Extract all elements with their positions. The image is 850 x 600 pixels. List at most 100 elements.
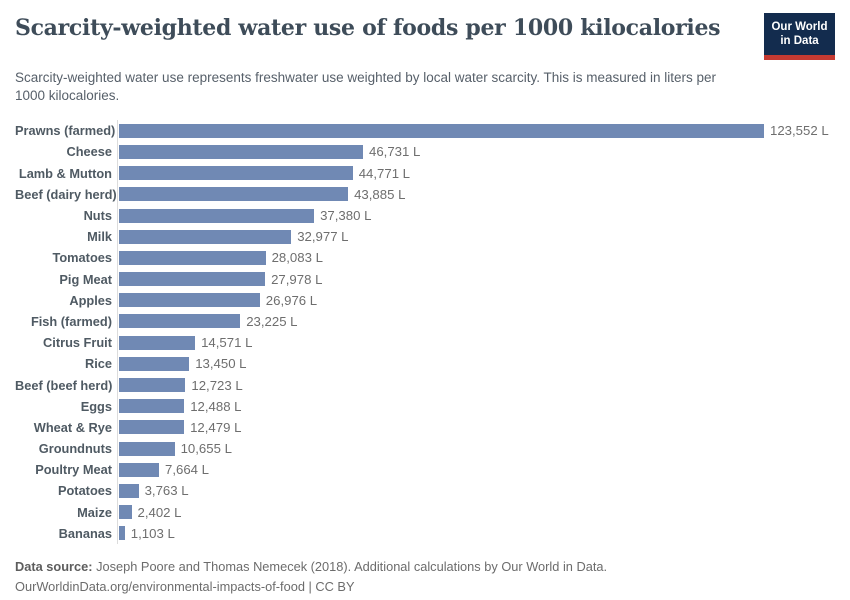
category-label: Bananas [58, 525, 112, 541]
bar[interactable] [119, 399, 185, 414]
value-label: 10,655 L [180, 441, 232, 457]
bar[interactable] [119, 293, 260, 308]
value-label: 28,083 L [271, 250, 323, 266]
category-label: Fish (farmed) [30, 313, 112, 329]
bar-row: Wheat & Rye 12,479 L [15, 416, 835, 438]
bar-area: 46,731 L [117, 141, 835, 163]
bar[interactable] [119, 272, 266, 287]
chart-footer: Data source: Joseph Poore and Thomas Nem… [15, 557, 835, 598]
owid-logo-line2: in Data [780, 35, 819, 48]
footer-url-line: OurWorldinData.org/environmental-impacts… [15, 579, 355, 595]
bar[interactable] [119, 378, 186, 393]
category-label: Maize [77, 504, 112, 520]
value-label: 27,978 L [271, 271, 323, 287]
bar-row: Pig Meat 27,978 L [15, 268, 835, 290]
bar-row: Fish (farmed) 23,225 L [15, 310, 835, 333]
bar-row: Prawns (farmed) 123,552 L [15, 120, 835, 142]
bar-area: 26,976 L [117, 289, 835, 311]
value-label: 23,225 L [246, 313, 298, 329]
bar-area: 14,571 L [117, 332, 835, 354]
bar-row: Milk 32,977 L [15, 226, 835, 248]
bar[interactable] [119, 123, 764, 138]
bar-row: Poultry Meat 7,664 L [15, 459, 835, 481]
bar-area: 10,655 L [117, 438, 835, 460]
value-label: 46,731 L [369, 144, 421, 160]
value-label: 3,763 L [144, 483, 189, 499]
category-label: Nuts [83, 208, 112, 224]
footer-source-line: Data source: Joseph Poore and Thomas Nem… [15, 557, 835, 577]
category-label: Apples [69, 292, 112, 308]
value-label: 26,976 L [265, 292, 318, 308]
bar[interactable] [119, 144, 363, 159]
category-label: Eggs [80, 398, 112, 414]
category-label: Tomatoes [52, 250, 113, 266]
bar-row: Beef (dairy herd) 43,885 L [15, 183, 835, 205]
category-label: Cheese [66, 144, 112, 160]
bar-row: Cheese 46,731 L [15, 141, 835, 163]
bar-area: 32,977 L [117, 226, 835, 248]
bar[interactable] [119, 250, 266, 265]
bar[interactable] [119, 462, 159, 477]
bar[interactable] [119, 229, 292, 244]
bar-area: 44,771 L [117, 162, 835, 184]
bar-area: 12,488 L [117, 395, 835, 417]
bar-row: Citrus Fruit 14,571 L [15, 332, 835, 354]
bar-area: 2,402 L [117, 501, 835, 523]
category-label: Prawns (farmed) [15, 123, 116, 139]
value-label: 12,479 L [190, 419, 242, 435]
data-source-label: Data source: [15, 558, 93, 574]
bar-row: Eggs 12,488 L [15, 395, 835, 417]
value-label: 123,552 L [770, 123, 829, 139]
category-label: Beef (beef herd) [15, 377, 113, 393]
bar-row: Lamb & Mutton 44,771 L [15, 162, 835, 184]
bar[interactable] [119, 483, 139, 498]
bar-area: 7,664 L [117, 459, 835, 481]
bar-area: 3,763 L [117, 480, 835, 502]
value-label: 1,103 L [130, 525, 175, 541]
bar-area: 43,885 L [117, 183, 835, 205]
bar-area: 1,103 L [117, 522, 835, 544]
bar[interactable] [119, 166, 353, 181]
value-label: 37,380 L [320, 208, 372, 224]
bar[interactable] [119, 314, 241, 329]
owid-logo[interactable]: Our World in Data [764, 13, 835, 60]
category-label: Pig Meat [59, 271, 112, 287]
page-title: Scarcity-weighted water use of foods per… [15, 15, 721, 41]
category-label: Milk [87, 229, 112, 245]
category-label: Wheat & Rye [33, 419, 112, 435]
bar-area: 13,450 L [117, 353, 835, 375]
bar-row: Maize 2,402 L [15, 501, 835, 523]
bar[interactable] [119, 420, 185, 435]
value-label: 43,885 L [354, 186, 406, 202]
category-label: Beef (dairy herd) [15, 186, 117, 202]
bar-row: Nuts 37,380 L [15, 204, 835, 227]
bar-row: Tomatoes 28,083 L [15, 247, 835, 269]
category-label: Groundnuts [38, 441, 112, 457]
bar-area: 123,552 L [117, 120, 835, 142]
bar-row: Rice 13,450 L [15, 353, 835, 375]
owid-logo-red-strip [764, 54, 835, 60]
bar[interactable] [119, 208, 315, 223]
category-label: Citrus Fruit [43, 335, 112, 351]
data-source-text: Joseph Poore and Thomas Nemecek (2018). … [92, 558, 608, 574]
category-label: Poultry Meat [35, 462, 112, 478]
bar-area: 12,479 L [117, 416, 835, 438]
bar-area: 37,380 L [117, 204, 835, 227]
bar[interactable] [119, 505, 132, 520]
bar-row: Potatoes 3,763 L [15, 480, 835, 502]
value-label: 44,771 L [358, 165, 411, 181]
chart-header: Scarcity-weighted water use of foods per… [15, 13, 835, 60]
category-label: Potatoes [57, 483, 112, 499]
owid-logo-line1: Our World [771, 21, 828, 33]
value-label: 12,488 L [190, 398, 242, 414]
bar-row: Beef (beef herd) 12,723 L [15, 374, 835, 396]
bar[interactable] [119, 335, 196, 350]
bar[interactable] [119, 356, 190, 371]
value-label: 32,977 L [297, 229, 349, 245]
bar-row: Apples 26,976 L [15, 289, 835, 311]
chart-subtitle: Scarcity-weighted water use represents f… [15, 69, 717, 103]
bar[interactable] [119, 441, 175, 456]
bar[interactable] [119, 187, 349, 202]
bar[interactable] [119, 526, 125, 541]
